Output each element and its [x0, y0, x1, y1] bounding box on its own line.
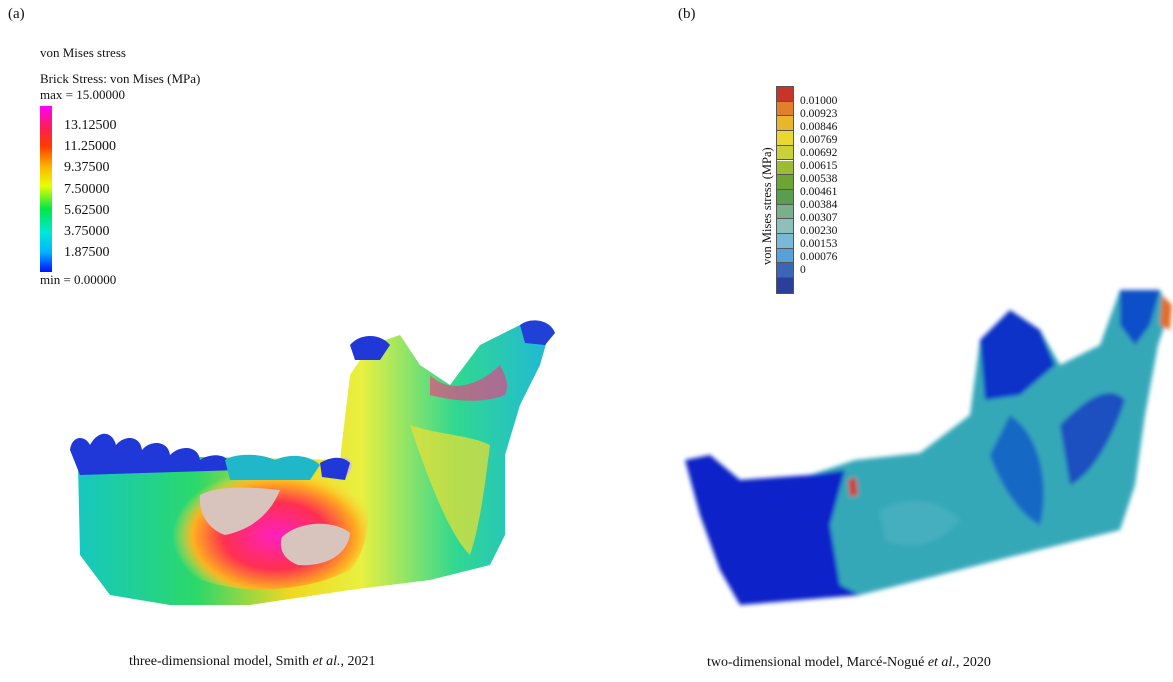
legend-b-swatch — [777, 278, 793, 293]
legend-a-tick: 11.25000 — [64, 139, 116, 154]
mandible-3d-model-image — [70, 320, 555, 605]
legend-b-axis-label: von Mises stress (MPa) — [760, 147, 774, 265]
legend-b-tick: 0.00461 — [800, 186, 838, 198]
caption-b: two-dimensional model, Marcé-Nogué et al… — [707, 655, 991, 670]
panel-b-label: (b) — [678, 6, 696, 22]
legend-a-tick: 3.75000 — [64, 224, 110, 239]
legend-b-tick: 0.00769 — [800, 134, 838, 146]
legend-b-tick: 0.00230 — [800, 225, 838, 237]
legend-b-tick: 0.00307 — [800, 212, 838, 224]
legend-b-ticks: 0.01000 0.00923 0.00846 0.00769 0.00692 … — [800, 95, 837, 277]
legend-b-swatch — [777, 204, 793, 220]
legend-b-tick: 0.00692 — [800, 147, 838, 159]
legend-b-tick: 0.01000 — [800, 95, 838, 107]
legend-a-subheading: Brick Stress: von Mises (MPa) — [40, 71, 201, 86]
legend-b-swatch — [777, 160, 793, 176]
legend-a-colorbar — [40, 106, 52, 272]
legend-a-tick: 1.87500 — [64, 245, 110, 260]
legend-b-tick: 0.00538 — [800, 173, 838, 185]
legend-b-swatch — [777, 248, 793, 264]
legend-a-tick: 7.50000 — [64, 182, 110, 197]
legend-b-swatch — [777, 116, 793, 132]
legend-b-swatch — [777, 189, 793, 205]
legend-a-tick: 13.12500 — [64, 118, 117, 133]
legend-b-tick: 0.00076 — [800, 251, 838, 263]
legend-b-colorbar — [776, 86, 794, 294]
legend-b-tick: 0.00923 — [800, 108, 838, 120]
legend-b-swatch — [777, 234, 793, 249]
legend-a-heading: von Mises stress — [40, 45, 126, 60]
legend-b-tick: 0.00615 — [800, 160, 838, 172]
legend-b-swatch — [777, 219, 793, 234]
caption-a: three-dimensional model, Smith et al., 2… — [129, 654, 376, 669]
legend-a-min-label: min = 0.00000 — [40, 272, 117, 287]
legend-b-tick: 0.00846 — [800, 121, 838, 133]
legend-b-swatch — [777, 87, 793, 102]
legend-a-tick: 9.37500 — [64, 160, 110, 175]
legend-b-tick: 0.00384 — [800, 199, 838, 211]
mandible-2d-model-image — [685, 290, 1172, 605]
legend-b-swatch — [777, 131, 793, 146]
legend-b-tick: 0 — [800, 264, 806, 276]
legend-b-tick: 0.00153 — [800, 238, 838, 250]
panel-a-label: (a) — [8, 6, 25, 22]
legend-b-swatch — [777, 101, 793, 117]
legend-b-swatch — [777, 263, 793, 279]
legend-a-max-label: max = 15.00000 — [40, 87, 125, 102]
legend-b-swatch — [777, 145, 793, 161]
legend-a-tick: 5.62500 — [64, 203, 110, 218]
legend-b-swatch — [777, 175, 793, 190]
